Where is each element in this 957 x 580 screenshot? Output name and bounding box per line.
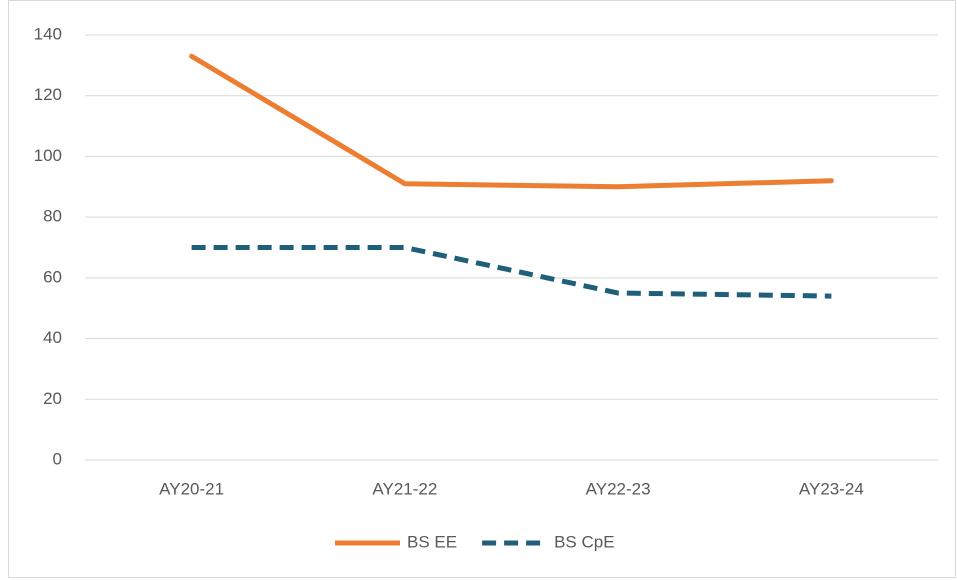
x-tick-label: AY23-24 — [799, 479, 864, 498]
x-tick-label: AY21-22 — [372, 479, 437, 498]
y-tick-label: 80 — [43, 207, 62, 226]
chart-border — [8, 0, 956, 578]
x-tick-label: AY22-23 — [586, 479, 651, 498]
y-tick-label: 100 — [34, 146, 62, 165]
y-tick-label: 40 — [43, 328, 62, 347]
series-line — [191, 245, 832, 299]
legend-label: BS CpE — [554, 532, 614, 551]
series-line — [189, 53, 834, 190]
x-tick-label: AY20-21 — [159, 479, 224, 498]
y-tick-label: 0 — [53, 449, 62, 468]
y-tick-label: 140 — [34, 24, 62, 43]
y-tick-label: 20 — [43, 389, 62, 408]
y-tick-label: 120 — [34, 85, 62, 104]
y-tick-label: 60 — [43, 267, 62, 286]
legend-label: BS EE — [407, 532, 457, 551]
